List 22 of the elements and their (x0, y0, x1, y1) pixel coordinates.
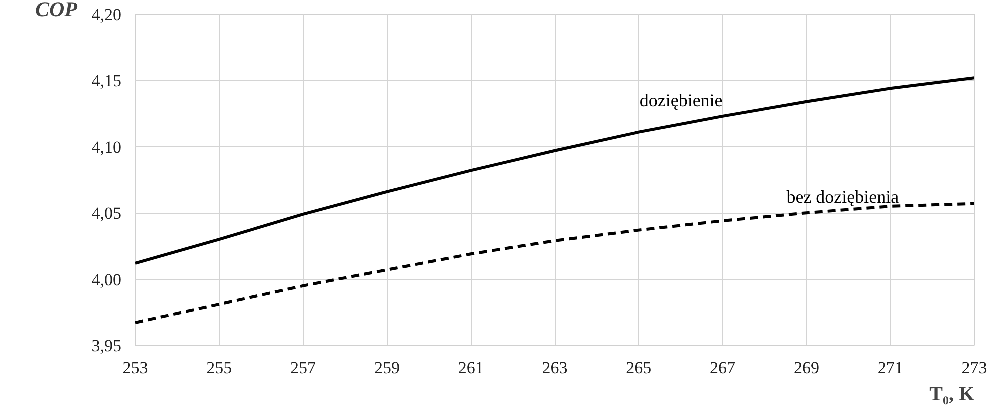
series-label: doziębienie (640, 90, 723, 110)
y-tick-label: 4,10 (92, 138, 122, 157)
line-series (136, 76, 974, 265)
x-tick-label: 257 (290, 358, 317, 378)
x-tick-label: 269 (794, 358, 820, 378)
x-tick-label: 267 (710, 358, 736, 378)
x-tick-label: 273 (962, 358, 988, 378)
x-axis-title: T₀, K (930, 384, 975, 406)
y-tick-label: 4,05 (92, 204, 122, 224)
x-tick-label: 265 (626, 358, 652, 378)
y-tick-label: 4,20 (92, 6, 122, 24)
x-tick-label: 253 (122, 358, 148, 378)
series-label: bez doziębienia (786, 187, 900, 208)
y-tick-label: 4,00 (92, 270, 122, 290)
x-tick-label: 255 (206, 358, 232, 378)
x-tick-label: 271 (878, 358, 904, 378)
y-tick-label: 3,95 (92, 336, 122, 356)
y-tick-label: 4,15 (92, 72, 122, 91)
x-tick-label: 261 (458, 358, 484, 378)
x-tick-label: 263 (542, 358, 568, 378)
y-axis-title: COP (36, 0, 78, 22)
x-tick-label: 259 (374, 358, 400, 378)
